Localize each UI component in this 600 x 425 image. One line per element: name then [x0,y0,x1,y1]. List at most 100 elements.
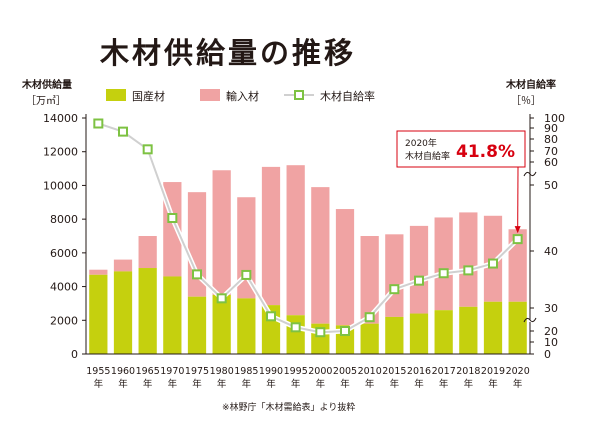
bar-domestic-0 [89,274,108,354]
x-tick-label-10: 2005 [333,366,357,377]
x-tick-suffix-12: 年 [390,378,400,390]
right-tick-label-0: 0 [544,348,551,361]
left-tick-label-4: 8000 [50,213,78,226]
bar-domestic-6 [237,298,256,354]
x-tick-label-17: 2020 [506,366,530,377]
x-tick-label-15: 2018 [456,366,480,377]
x-tick-label-3: 1970 [160,366,184,377]
right-tick-label-1: 10 [544,336,558,349]
rate-point-16 [488,258,498,269]
x-tick-label-8: 1995 [284,366,308,377]
x-tick-label-5: 1980 [210,366,234,377]
bar-imported-1 [113,259,133,272]
right-tick-label-2: 20 [544,325,558,338]
rate-point-1 [118,126,128,137]
rate-point-7 [266,311,276,322]
rate-point-4 [192,269,202,280]
callout-arrowhead [514,226,521,234]
right-tick-label-9: 90 [544,122,558,135]
bar-domestic-13 [409,313,429,354]
rate-point-13 [414,275,424,286]
right-tick-label-6: 60 [544,156,558,169]
x-tick-suffix-16: 年 [488,378,498,390]
rate-point-2 [142,144,153,155]
left-tick-label-7: 14000 [43,112,78,125]
right-tick-label-5: 50 [544,179,558,192]
bar-imported-9 [311,187,330,324]
legend-label-imported: 輸入材 [226,90,259,103]
right-tick-label-10: 100 [544,112,565,125]
x-tick-suffix-13: 年 [414,378,424,390]
rate-point-0 [93,118,104,129]
x-tick-suffix-1: 年 [118,378,128,390]
legend-swatch-domestic [106,89,126,101]
page-title: 木材供給量の推移 [100,36,357,70]
bar-domestic-17 [508,301,527,354]
bar-imported-12 [385,234,404,317]
rate-point-10 [340,326,350,336]
x-tick-label-2: 1965 [136,366,160,377]
bar-imported-7 [261,166,281,306]
rate-point-8 [290,322,301,333]
x-tick-label-14: 2017 [432,366,456,377]
right-axis-break-1 [523,317,537,323]
x-tick-suffix-15: 年 [464,378,474,390]
right-tick-label-4: 40 [544,245,558,258]
x-tick-label-6: 1985 [234,366,258,377]
left-axis-unit: ［万㎥］ [26,96,66,107]
left-tick-label-5: 10000 [43,179,78,192]
right-tick-label-8: 80 [544,133,558,146]
left-tick-label-6: 12000 [43,146,78,159]
x-tick-label-1: 1960 [111,366,135,377]
x-tick-suffix-4: 年 [192,378,202,390]
left-tick-label-3: 6000 [50,247,78,260]
right-axis-title: 木材自給率 [506,80,556,91]
bar-domestic-14 [434,310,453,354]
x-tick-suffix-7: 年 [266,378,276,390]
x-tick-suffix-5: 年 [217,378,227,390]
bar-domestic-15 [459,306,478,354]
bar-domestic-1 [113,271,133,354]
bar-domestic-8 [286,315,305,354]
bar-imported-5 [212,170,231,295]
left-tick-label-0: 0 [71,348,78,361]
right-axis-unit: ［％］ [511,96,541,107]
x-tick-label-4: 1975 [185,366,209,377]
x-tick-label-7: 1990 [259,366,283,377]
rate-point-14 [438,268,449,279]
legend-label-rate: 木材自給率 [320,90,375,103]
rate-point-6 [241,269,252,280]
x-tick-suffix-9: 年 [316,378,326,390]
rate-point-15 [463,265,474,276]
right-tick-label-3: 30 [544,302,558,315]
right-axis-break-0 [523,171,537,177]
bar-domestic-5 [212,295,231,354]
x-tick-label-9: 2000 [308,366,332,377]
bar-imported-13 [409,225,429,314]
bar-imported-17 [508,229,527,302]
rate-point-17 [512,234,523,245]
x-tick-suffix-10: 年 [340,378,350,390]
x-tick-suffix-0: 年 [94,378,104,390]
legend-line-marker-icon [284,90,314,100]
bar-domestic-12 [385,316,404,354]
callout-box [396,130,526,168]
x-tick-label-0: 1955 [86,366,110,377]
callout-label: 木材自給率 [405,150,450,162]
callout-value: 41.8% [456,142,515,162]
bar-domestic-16 [483,301,503,354]
left-axis-title: 木材供給量 [22,80,72,91]
left-tick-label-1: 2000 [50,314,78,327]
x-tick-suffix-6: 年 [242,378,252,390]
x-tick-suffix-2: 年 [143,378,153,390]
legend-label-domestic: 国産材 [132,90,165,103]
left-tick-label-2: 4000 [50,281,78,294]
x-tick-suffix-11: 年 [365,378,375,390]
source-note: ※林野庁「木材需給表」より抜粋 [222,403,356,413]
rate-point-9 [315,327,326,338]
bar-imported-15 [459,212,478,307]
bar-domestic-4 [187,296,207,354]
bar-domestic-11 [360,323,379,354]
bar-domestic-3 [163,276,182,354]
